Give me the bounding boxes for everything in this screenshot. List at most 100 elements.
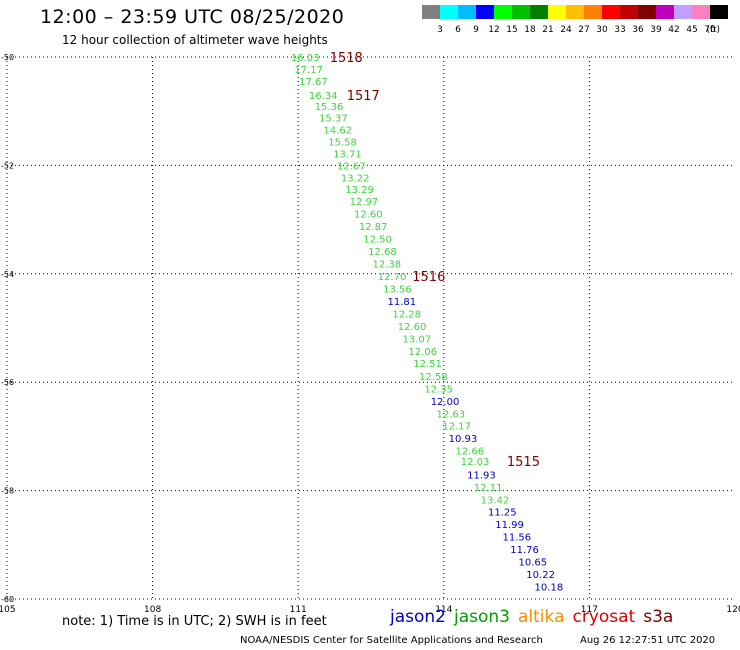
lat-tick-label: -54 bbox=[1, 270, 14, 279]
satellite-legend-altika: altika bbox=[518, 607, 565, 627]
wave-height-label: 13.07 bbox=[403, 334, 432, 345]
wave-height-label: 11.76 bbox=[510, 545, 539, 556]
colorbar-legend: 3 6 9 12 15 18 21 24 27 30 33 36 39 42 45 70(ft) bbox=[422, 5, 728, 35]
colorbar-swatch bbox=[638, 5, 656, 19]
wave-height-label: 11.25 bbox=[488, 508, 517, 519]
colorbar-tick-label: 30 bbox=[596, 25, 608, 35]
lon-tick-label: 117 bbox=[581, 605, 598, 615]
colorbar-swatch bbox=[548, 5, 566, 19]
wave-height-label: 12.35 bbox=[424, 385, 453, 396]
wave-height-label: 10.18 bbox=[535, 583, 564, 594]
wave-height-label: 12.60 bbox=[398, 322, 427, 333]
wave-height-label: 12.50 bbox=[363, 235, 392, 246]
colorbar-unit: (ft) bbox=[706, 25, 720, 35]
satellite-legend: jason2 jason3 altika cryosat s3a bbox=[390, 607, 681, 627]
lat-tick-label: -50 bbox=[1, 53, 14, 62]
colorbar-swatch bbox=[566, 5, 584, 19]
wave-height-label: 12.17 bbox=[442, 422, 471, 433]
satellite-legend-jason3: jason3 bbox=[454, 607, 510, 627]
wave-height-label: 12.60 bbox=[354, 210, 383, 221]
colorbar-swatch bbox=[620, 5, 638, 19]
page-subtitle: 12 hour collection of altimeter wave hei… bbox=[62, 33, 328, 47]
colorbar-tick-label: 12 bbox=[488, 25, 499, 35]
wave-height-label: 12.87 bbox=[359, 222, 388, 233]
colorbar-swatch bbox=[440, 5, 458, 19]
colorbar-swatch bbox=[602, 5, 620, 19]
wave-height-label: 11.93 bbox=[467, 470, 496, 481]
colorbar-tick-label: 15 bbox=[506, 25, 517, 35]
lon-tick-label: 114 bbox=[435, 605, 452, 615]
lon-tick-label: 105 bbox=[0, 605, 16, 615]
wave-height-label: 15.58 bbox=[328, 138, 357, 149]
wave-height-label: 10.93 bbox=[449, 434, 478, 445]
colorbar-tick-label: 70 bbox=[704, 25, 716, 35]
pass-time-label: 1517 bbox=[347, 89, 380, 104]
colorbar-tick-label: 21 bbox=[542, 25, 553, 35]
wave-height-label: 10.65 bbox=[519, 558, 548, 569]
wave-height-label: 12.06 bbox=[408, 347, 437, 358]
colorbar-swatch bbox=[476, 5, 494, 19]
pass-time-label: 1516 bbox=[412, 270, 445, 285]
colorbar-swatch bbox=[656, 5, 674, 19]
grid-lines bbox=[6, 56, 735, 600]
wave-height-label: 12.03 bbox=[461, 457, 490, 468]
lon-tick-label: 111 bbox=[290, 605, 307, 615]
wave-height-label: 12.00 bbox=[431, 397, 460, 408]
wave-height-label: 12.11 bbox=[474, 483, 503, 494]
lon-tick-label: 108 bbox=[144, 605, 161, 615]
satellite-legend-jason2: jason2 bbox=[390, 607, 446, 627]
colorbar-swatch bbox=[692, 5, 710, 19]
colorbar-tick-label: 24 bbox=[560, 25, 572, 35]
colorbar-tick-label: 36 bbox=[632, 25, 644, 35]
satellite-legend-cryosat: cryosat bbox=[572, 607, 636, 627]
colorbar-tick-label: 45 bbox=[686, 25, 697, 35]
colorbar-tick-label: 27 bbox=[578, 25, 589, 35]
wave-height-label: 13.29 bbox=[345, 185, 374, 196]
wave-height-label: 12.28 bbox=[392, 309, 421, 320]
page-title: 12:00 – 23:59 UTC 08/25/2020 bbox=[40, 6, 345, 28]
wave-height-label: 17.67 bbox=[299, 77, 328, 88]
pass-time-label: 1518 bbox=[330, 51, 363, 66]
wave-height-label: 17.17 bbox=[294, 65, 323, 76]
wave-height-label: 11.81 bbox=[388, 297, 417, 308]
wave-height-label: 13.42 bbox=[481, 495, 510, 506]
colorbar-swatch bbox=[458, 5, 476, 19]
colorbar-swatch bbox=[674, 5, 692, 19]
wave-height-label: 13.22 bbox=[341, 173, 370, 184]
colorbar-swatch bbox=[494, 5, 512, 19]
wave-height-label: 12.70 bbox=[378, 272, 407, 283]
wave-height-label: 12.66 bbox=[455, 446, 484, 457]
wave-height-label: 11.56 bbox=[503, 533, 532, 544]
lat-tick-label: -60 bbox=[1, 595, 14, 604]
colorbar-tick-label: 42 bbox=[668, 25, 679, 35]
wave-height-label: 16.34 bbox=[309, 91, 338, 102]
pass-time-label: 1515 bbox=[507, 455, 540, 470]
colorbar-tick-label: 33 bbox=[614, 25, 625, 35]
satellite-legend-s3a: s3a bbox=[643, 607, 674, 627]
wave-height-label: 14.62 bbox=[323, 126, 352, 137]
wave-height-label: 12.51 bbox=[413, 359, 442, 370]
credit-text: NOAA/NESDIS Center for Satellite Applica… bbox=[240, 635, 543, 646]
colorbar-tick-label: 9 bbox=[473, 25, 479, 35]
wave-height-label: 12.38 bbox=[372, 260, 401, 271]
wave-height-label: 16.03 bbox=[291, 53, 320, 64]
wave-height-label: 11.99 bbox=[495, 520, 524, 531]
wave-height-label: 15.37 bbox=[319, 114, 348, 125]
time-labels: 1518 1517 1516 1515 bbox=[330, 51, 540, 470]
wave-height-label: 10.22 bbox=[526, 570, 555, 581]
lat-tick-label: -56 bbox=[1, 378, 14, 387]
wave-height-label: 13.71 bbox=[333, 149, 362, 160]
axis-ticks: 105 108 111 114 117 120 -50 -52 -54 -56 -58 -60 bbox=[0, 53, 740, 615]
lat-tick-label: -58 bbox=[1, 487, 14, 496]
colorbar-swatch bbox=[530, 5, 548, 19]
colorbar-swatch bbox=[584, 5, 602, 19]
generated-timestamp: Aug 26 12:27:51 UTC 2020 bbox=[580, 635, 716, 646]
wave-height-label: 12.67 bbox=[337, 161, 366, 172]
wave-height-label: 12.97 bbox=[350, 197, 379, 208]
colorbar-swatch bbox=[512, 5, 530, 19]
lon-tick-label: 120 bbox=[726, 605, 740, 615]
colorbar-tick-label: 6 bbox=[455, 25, 461, 35]
lat-tick-label: -52 bbox=[1, 161, 14, 170]
